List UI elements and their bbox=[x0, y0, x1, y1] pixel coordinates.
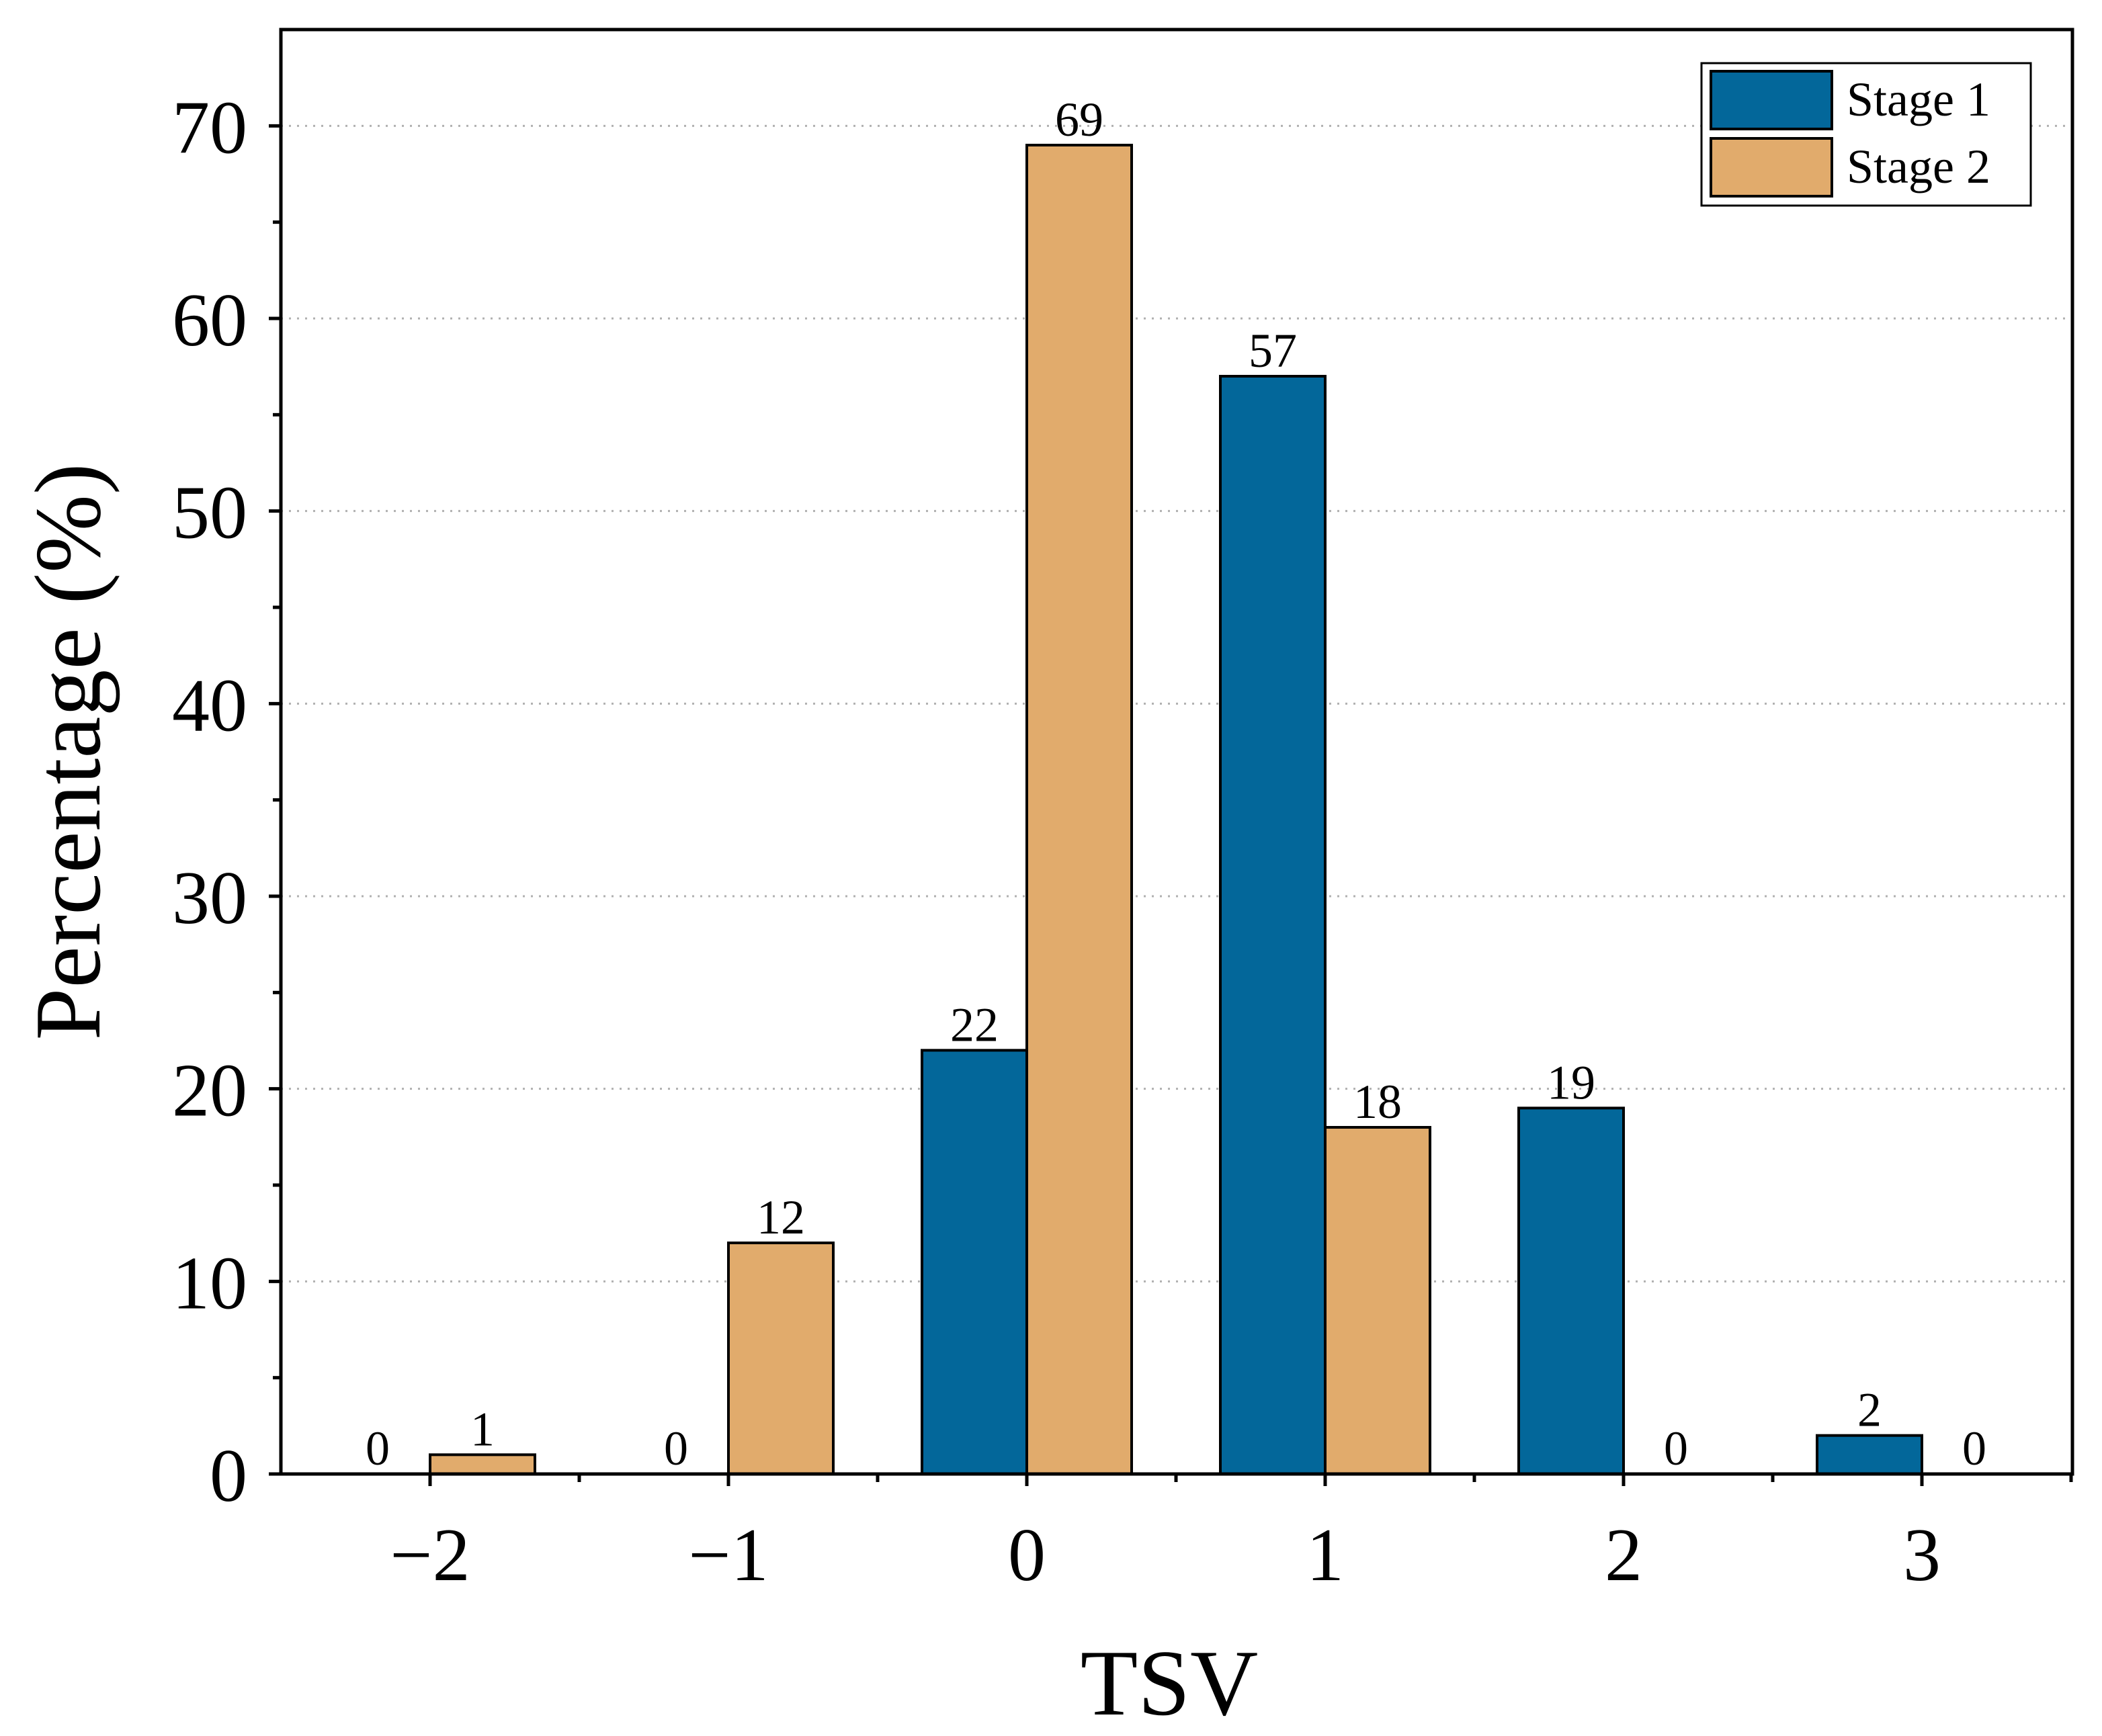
data-label: 2 bbox=[1857, 1383, 1882, 1437]
legend-swatch bbox=[1710, 70, 1833, 130]
y-tick-label: 20 bbox=[172, 1049, 247, 1133]
data-label: 57 bbox=[1249, 324, 1297, 378]
x-tick-label: 3 bbox=[1903, 1514, 1941, 1597]
y-tick-label: 10 bbox=[172, 1242, 247, 1325]
legend-label: Stage 2 bbox=[1847, 140, 1990, 193]
legend-swatch bbox=[1710, 137, 1833, 198]
bar-2-1 bbox=[727, 1242, 835, 1475]
data-label: 0 bbox=[1962, 1422, 1986, 1475]
x-tick-label: −1 bbox=[688, 1514, 768, 1597]
bar-1-2 bbox=[921, 1049, 1028, 1476]
x-tick-label: 0 bbox=[1008, 1514, 1046, 1597]
legend: Stage 1 Stage 2 bbox=[1700, 62, 2032, 207]
data-label: 19 bbox=[1547, 1055, 1595, 1109]
data-label: 1 bbox=[470, 1402, 495, 1456]
plot-frame bbox=[279, 28, 2074, 1476]
bar-1-4 bbox=[1517, 1106, 1625, 1476]
legend-label: Stage 1 bbox=[1847, 73, 1990, 126]
y-tick-label: 50 bbox=[172, 472, 247, 555]
x-tick-label: 2 bbox=[1605, 1514, 1642, 1597]
x-tick-label: 1 bbox=[1306, 1514, 1344, 1597]
y-axis-title: Percentage (%) bbox=[16, 464, 120, 1041]
bar-2-0 bbox=[429, 1453, 536, 1475]
data-label: 18 bbox=[1353, 1075, 1402, 1129]
bar-1-3 bbox=[1219, 375, 1327, 1475]
y-tick-label: 0 bbox=[210, 1434, 247, 1518]
x-axis-title: TSV bbox=[1081, 1631, 1258, 1735]
y-tick-label: 70 bbox=[172, 86, 247, 169]
y-tick-label: 60 bbox=[172, 279, 247, 362]
data-label: 69 bbox=[1055, 93, 1103, 146]
bars bbox=[429, 144, 1923, 1476]
bar-2-2 bbox=[1025, 144, 1133, 1475]
bar-1-5 bbox=[1816, 1434, 1923, 1476]
data-label: 0 bbox=[664, 1422, 688, 1475]
y-tick-label: 40 bbox=[172, 664, 247, 747]
y-tick-label: 30 bbox=[172, 857, 247, 940]
x-tick-label: −2 bbox=[390, 1514, 470, 1597]
data-label: 0 bbox=[1664, 1422, 1688, 1475]
data-label: 22 bbox=[950, 998, 999, 1051]
data-labels: 0 0 22 57 19 2 1 12 69 18 0 0 bbox=[366, 93, 1986, 1475]
data-label: 12 bbox=[757, 1190, 805, 1244]
data-label: 0 bbox=[366, 1422, 390, 1475]
bar-2-3 bbox=[1324, 1126, 1431, 1475]
grid-lines bbox=[281, 124, 2072, 1283]
